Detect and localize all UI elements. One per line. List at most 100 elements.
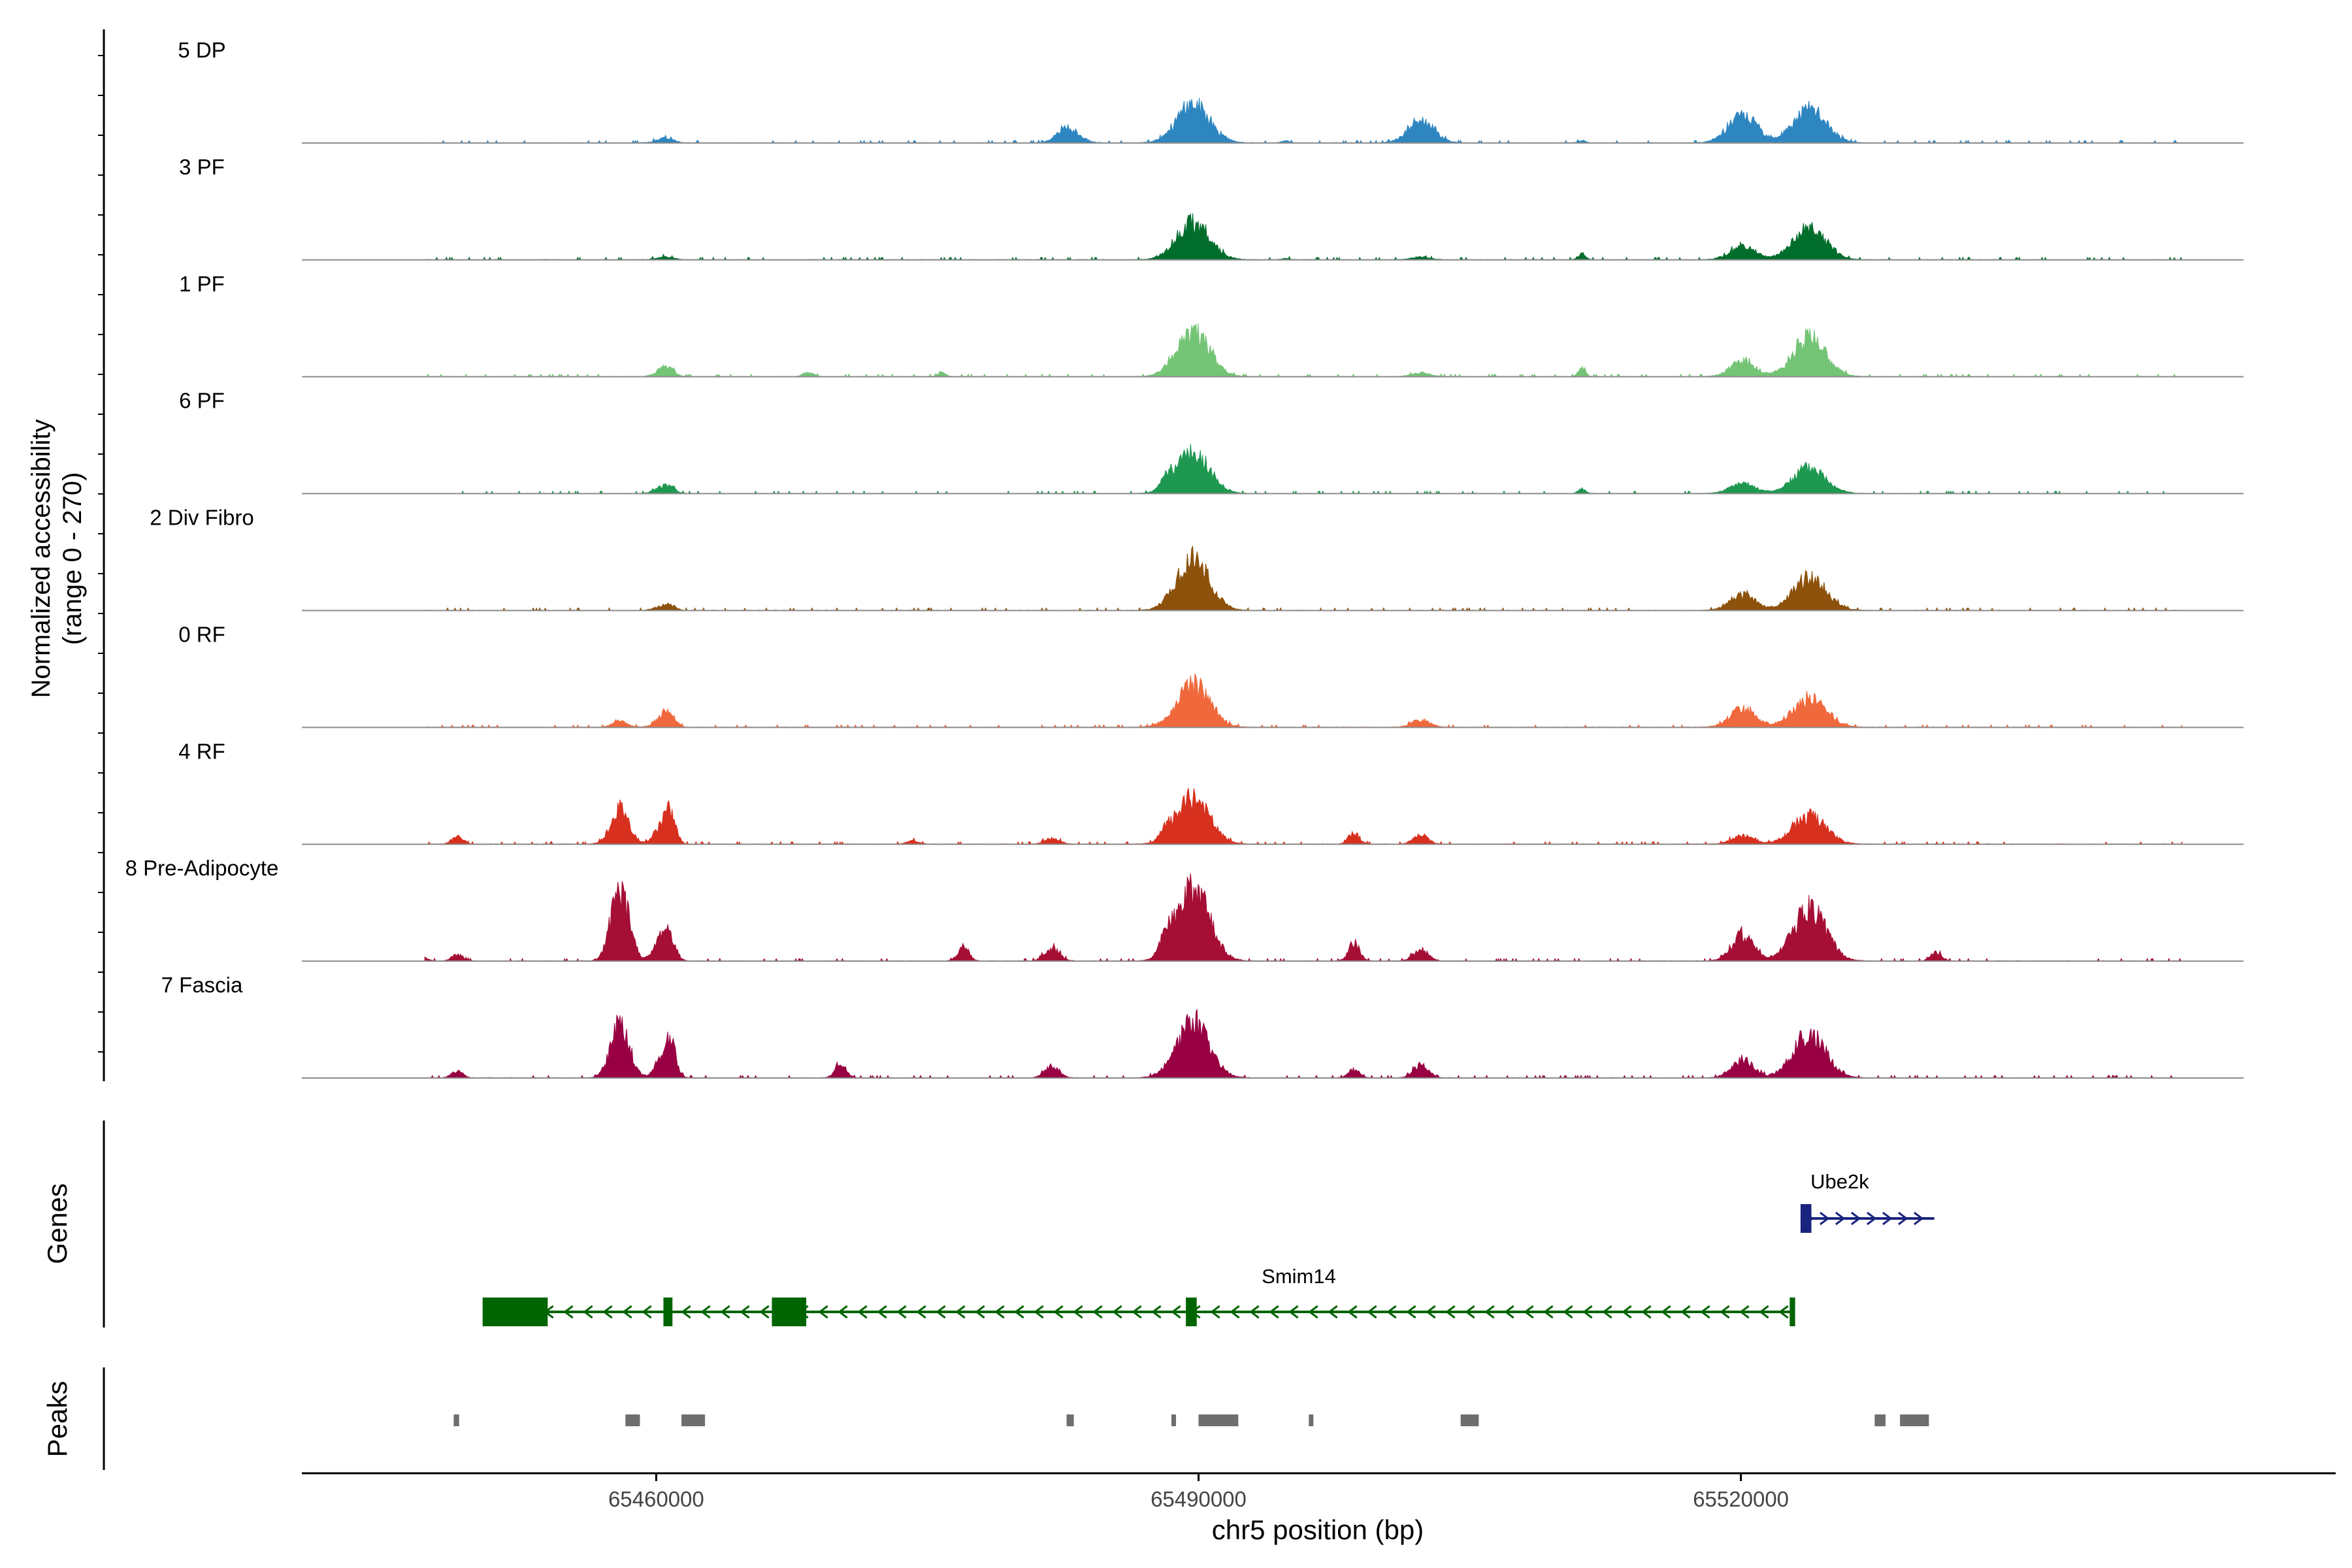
- strand-arrow: [602, 1305, 613, 1319]
- exon-smim14: [482, 1298, 548, 1326]
- peak-track: [453, 1414, 1929, 1426]
- strand-arrow: [1014, 1305, 1024, 1319]
- strand-arrow: [877, 1305, 887, 1319]
- track-1-pf: 1 PF: [179, 272, 2244, 378]
- peak-region: [625, 1414, 640, 1426]
- strand-arrow: [994, 1305, 1005, 1319]
- x-tick-label: 65520000: [1693, 1487, 1789, 1511]
- strand-arrow: [1426, 1305, 1436, 1319]
- strand-arrow: [955, 1305, 966, 1319]
- strand-arrow: [1249, 1305, 1260, 1319]
- exon-smim14: [772, 1298, 807, 1326]
- strand-arrow: [1759, 1305, 1769, 1319]
- coverage-area-5-dp: [424, 97, 2183, 144]
- strand-arrow: [1661, 1305, 1671, 1319]
- strand-arrow: [700, 1305, 711, 1319]
- coverage-area-6-pf: [424, 444, 2183, 495]
- track-label-0-rf: 0 RF: [178, 622, 225, 646]
- y-axis-label-line2: (range 0 - 270): [58, 472, 87, 645]
- strand-arrow: [1898, 1211, 1908, 1226]
- strand-arrow: [1328, 1305, 1338, 1319]
- gene-name-ube2k: Ube2k: [1810, 1170, 1869, 1193]
- strand-arrow: [740, 1305, 750, 1319]
- strand-arrow: [1171, 1305, 1181, 1319]
- strand-arrow: [1914, 1211, 1924, 1226]
- strand-arrow: [1778, 1305, 1789, 1319]
- strand-arrow: [1034, 1305, 1044, 1319]
- strand-arrow: [681, 1305, 691, 1319]
- strand-arrow: [1092, 1305, 1103, 1319]
- strand-arrow: [1543, 1305, 1554, 1319]
- track-label-7-fascia: 7 Fascia: [161, 973, 243, 997]
- coverage-area-1-pf: [424, 323, 2183, 378]
- strand-arrow: [1132, 1305, 1142, 1319]
- strand-arrow: [1465, 1305, 1475, 1319]
- x-axis: 65460000 65490000 65520000: [302, 1472, 2336, 1511]
- track-label-6-pf: 6 PF: [179, 389, 225, 413]
- track-label-1-pf: 1 PF: [179, 272, 225, 296]
- track-label-4-rf: 4 RF: [178, 739, 225, 763]
- coverage-tracks: 5 DP 3 PF 1 PF 6 PF 2 Div Fibro 0 RF 4 RF 8 Pre…: [125, 38, 2244, 1079]
- track-label-3-pf: 3 PF: [179, 155, 225, 179]
- y-axis-label-line1: Normalized accessibility: [27, 419, 56, 698]
- strand-arrow: [1700, 1305, 1710, 1319]
- track-label-2-div-fibro: 2 Div Fibro: [150, 506, 254, 530]
- strand-arrow: [1210, 1305, 1220, 1319]
- strand-arrow: [896, 1305, 907, 1319]
- peak-region: [1460, 1414, 1479, 1426]
- peaks-label: Peaks: [42, 1381, 73, 1458]
- genes-label: Genes: [42, 1183, 73, 1264]
- track-3-pf: 3 PF: [179, 155, 2244, 261]
- strand-arrow: [1406, 1305, 1416, 1319]
- strand-arrow: [1504, 1305, 1514, 1319]
- exon-smim14: [663, 1298, 673, 1326]
- peak-region: [453, 1414, 459, 1426]
- exon-smim14: [1186, 1298, 1197, 1326]
- strand-arrow: [936, 1305, 946, 1319]
- track-8-pre-adipocyte: 8 Pre-Adipocyte: [125, 856, 2244, 962]
- strand-arrow: [1073, 1305, 1083, 1319]
- strand-arrow: [1582, 1305, 1593, 1319]
- peak-region: [681, 1414, 706, 1426]
- strand-arrow: [916, 1305, 926, 1319]
- strand-arrow: [1288, 1305, 1299, 1319]
- peak-region: [1198, 1414, 1239, 1426]
- strand-arrow: [1720, 1305, 1730, 1319]
- exon-ube2k: [1800, 1204, 1812, 1233]
- strand-arrow: [1602, 1305, 1612, 1319]
- strand-arrow: [1622, 1305, 1632, 1319]
- peak-region: [1309, 1414, 1314, 1426]
- peak-region: [1171, 1414, 1176, 1426]
- strand-arrow: [838, 1305, 848, 1319]
- strand-arrow: [1347, 1305, 1358, 1319]
- strand-arrow: [1882, 1211, 1893, 1226]
- track-label-5-dp: 5 DP: [178, 38, 225, 62]
- coverage-area-0-rf: [424, 673, 2183, 728]
- peak-region: [1066, 1414, 1074, 1426]
- track-6-pf: 6 PF: [179, 389, 2244, 495]
- coverage-area-7-fascia: [424, 1009, 2183, 1079]
- strand-arrow: [1524, 1305, 1534, 1319]
- gene-ube2k: Ube2k: [1800, 1170, 1935, 1233]
- strand-arrow: [563, 1305, 574, 1319]
- coverage-y-axis: [98, 29, 105, 1081]
- track-label-8-pre-adipocyte: 8 Pre-Adipocyte: [125, 856, 279, 880]
- strand-arrow: [1820, 1211, 1830, 1226]
- strand-arrow: [1484, 1305, 1495, 1319]
- track-4-rf: 4 RF: [178, 739, 2244, 845]
- strand-arrow: [1053, 1305, 1064, 1319]
- track-2-div-fibro: 2 Div Fibro: [150, 506, 2244, 612]
- strand-arrow: [642, 1305, 652, 1319]
- strand-arrow: [720, 1305, 730, 1319]
- x-tick-label: 65460000: [608, 1487, 704, 1511]
- strand-arrow: [1867, 1211, 1877, 1226]
- strand-arrow: [1835, 1211, 1846, 1226]
- gene-name-smim14: Smim14: [1262, 1265, 1336, 1288]
- strand-arrow: [1151, 1305, 1162, 1319]
- strand-arrow: [1367, 1305, 1377, 1319]
- strand-arrow: [1386, 1305, 1397, 1319]
- strand-arrow: [759, 1305, 770, 1319]
- gene-track: Ube2k Smim14: [482, 1170, 1935, 1326]
- strand-arrow: [1851, 1211, 1861, 1226]
